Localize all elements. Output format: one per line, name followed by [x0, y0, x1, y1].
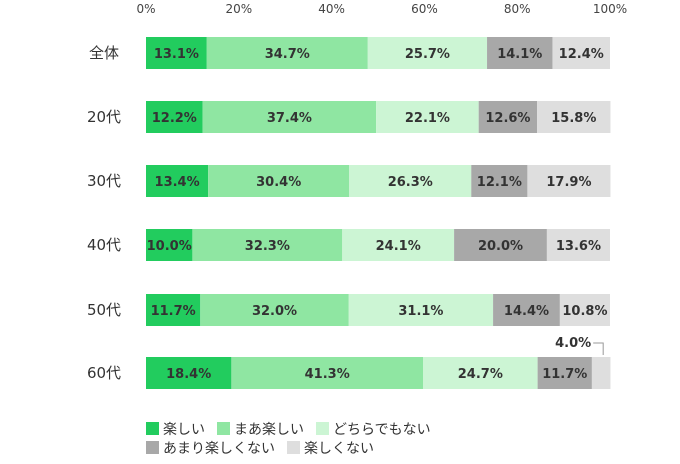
data-label: 12.6% — [485, 111, 530, 126]
legend-swatch — [316, 422, 329, 435]
legend-row: 楽しい まあ楽しい どちらでもない — [146, 419, 666, 438]
data-label: 20.0% — [478, 239, 523, 254]
bar-segment — [376, 101, 479, 133]
legend: 楽しい まあ楽しい どちらでもないあまり楽しくない 楽しくない — [146, 419, 666, 457]
bar-segment — [527, 165, 611, 197]
callout-leader-line — [593, 342, 604, 355]
bar-segment — [231, 357, 424, 389]
legend-swatch — [287, 441, 300, 454]
category-label: 60代 — [87, 364, 121, 382]
data-label: 13.6% — [556, 239, 601, 254]
data-label: 24.7% — [458, 367, 503, 382]
bar-segment — [202, 101, 377, 133]
data-label: 12.1% — [477, 175, 522, 190]
x-tick-label: 100% — [593, 2, 627, 16]
legend-label: 楽しくない — [304, 440, 374, 457]
bar-segment — [559, 294, 610, 326]
x-tick-label: 0% — [136, 2, 155, 16]
category-label: 20代 — [87, 108, 121, 126]
bar-segment — [454, 229, 547, 261]
bar-segment — [367, 37, 488, 69]
data-label: 13.4% — [155, 175, 200, 190]
data-label: 15.8% — [551, 111, 596, 126]
bar-segment — [192, 229, 343, 261]
category-label: 全体 — [89, 44, 119, 62]
data-label: 14.4% — [504, 304, 549, 319]
data-label: 25.7% — [405, 47, 450, 62]
data-label: 11.7% — [542, 367, 587, 382]
x-tick-label: 60% — [411, 2, 438, 16]
legend-swatch — [146, 441, 159, 454]
bar-segment — [146, 101, 203, 133]
legend-item: どちらでもない — [316, 419, 431, 439]
data-label: 12.4% — [559, 47, 604, 62]
bar-segment — [146, 357, 232, 389]
bar-segment — [478, 101, 538, 133]
data-label: 18.4% — [166, 367, 211, 382]
category-label: 40代 — [87, 236, 121, 254]
category-label: 30代 — [87, 172, 121, 190]
data-label: 31.1% — [398, 304, 443, 319]
bar-segment — [146, 165, 209, 197]
bar-segment — [200, 294, 349, 326]
legend-label: どちらでもない — [333, 421, 431, 438]
bar-segment — [146, 229, 193, 261]
legend-item: 楽しい — [146, 419, 205, 439]
legend-swatch — [146, 422, 159, 435]
legend-item: まあ楽しい — [217, 419, 304, 439]
bar-segment — [146, 37, 207, 69]
bar-segment — [423, 357, 538, 389]
data-label: 37.4% — [267, 111, 312, 126]
x-tick-label: 40% — [318, 2, 345, 16]
legend-label: あまり楽しくない — [163, 440, 275, 457]
callout-label: 4.0% — [555, 336, 591, 351]
bar-segment — [537, 357, 592, 389]
legend-item: 楽しくない — [287, 438, 374, 458]
bar-segment — [349, 165, 472, 197]
bar-segment — [146, 294, 201, 326]
data-label: 10.8% — [562, 304, 607, 319]
bar-segment — [552, 37, 610, 69]
data-label: 30.4% — [256, 175, 301, 190]
bar-segment — [342, 229, 455, 261]
data-label: 32.0% — [252, 304, 297, 319]
bar-segment — [348, 294, 494, 326]
bar-segment — [487, 37, 553, 69]
bar-segment — [493, 294, 560, 326]
legend-row: あまり楽しくない 楽しくない — [146, 438, 666, 457]
data-label: 14.1% — [497, 47, 542, 62]
data-label: 17.9% — [546, 175, 591, 190]
data-label: 32.3% — [245, 239, 290, 254]
category-label: 50代 — [87, 301, 121, 319]
data-label: 22.1% — [405, 111, 450, 126]
bar-segment — [546, 229, 610, 261]
data-label: 10.0% — [147, 239, 192, 254]
data-label: 11.7% — [151, 304, 196, 319]
data-label: 26.3% — [388, 175, 433, 190]
legend-item: あまり楽しくない — [146, 438, 275, 458]
bar-segment — [208, 165, 350, 197]
legend-swatch — [217, 422, 230, 435]
data-label: 24.1% — [376, 239, 421, 254]
data-label: 41.3% — [305, 367, 350, 382]
legend-label: まあ楽しい — [234, 421, 304, 438]
bar-segment — [537, 101, 611, 133]
legend-label: 楽しい — [163, 421, 205, 438]
bar-segment — [206, 37, 368, 69]
x-tick-label: 20% — [225, 2, 252, 16]
bar-segment — [591, 357, 611, 389]
x-tick-label: 80% — [504, 2, 531, 16]
bar-segment — [471, 165, 528, 197]
data-label: 13.1% — [154, 47, 199, 62]
data-label: 12.2% — [152, 111, 197, 126]
data-label: 34.7% — [265, 47, 310, 62]
